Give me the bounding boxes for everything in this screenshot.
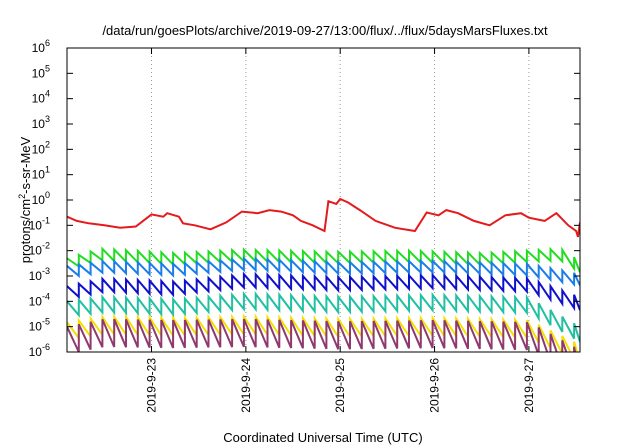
y-axis-label-sup: 2 xyxy=(17,194,27,199)
y-tick-label: 105 xyxy=(32,63,50,80)
series-layer xyxy=(67,197,580,352)
y-axis-label-tail: -s-sr-MeV xyxy=(18,136,33,193)
y-tick-label-exp: -1 xyxy=(42,215,50,225)
y-tick-label: 10-3 xyxy=(29,266,50,283)
y-tick-label-exp: -5 xyxy=(42,317,50,327)
y-tick-label-base: 10 xyxy=(32,117,46,131)
y-tick-label: 10-5 xyxy=(29,317,50,334)
y-tick-label-base: 10 xyxy=(29,244,43,258)
y-tick-label: 106 xyxy=(32,38,50,55)
y-tick-label-exp: 3 xyxy=(45,114,50,124)
x-tick-label: 2019-9-27 xyxy=(522,358,536,413)
x-tick-label: 2019-9-23 xyxy=(145,358,159,413)
y-tick-label-base: 10 xyxy=(32,92,46,106)
y-tick-label-exp: -2 xyxy=(42,241,50,251)
x-tick-label: 2019-9-24 xyxy=(239,358,253,413)
y-tick-label-base: 10 xyxy=(29,320,43,334)
y-axis-label-main: protons/cm xyxy=(18,199,33,263)
series-line-2 xyxy=(67,255,580,288)
series-line-4 xyxy=(67,290,580,343)
y-tick-label-exp: -4 xyxy=(42,291,50,301)
y-tick-label-exp: 1 xyxy=(45,165,50,175)
y-tick-label: 10-6 xyxy=(29,342,50,359)
y-tick-label-base: 10 xyxy=(29,294,43,308)
y-tick-label-exp: 4 xyxy=(45,89,50,99)
y-tick-label: 100 xyxy=(32,190,50,207)
y-tick-label: 104 xyxy=(32,89,50,106)
x-axis-ticks: 2019-9-23 2019-9-24 2019-9-25 2019-9-26 2019… xyxy=(145,48,536,413)
x-tick-label: 2019-9-25 xyxy=(333,358,347,413)
y-axis-label: protons/cm2-s-sr-MeV xyxy=(17,136,33,263)
chart-title: /data/run/goesPlots/archive/2019-09-27/1… xyxy=(102,23,548,38)
y-tick-label: 101 xyxy=(32,165,50,182)
y-tick-label-base: 10 xyxy=(32,168,46,182)
y-tick-label-base: 10 xyxy=(32,66,46,80)
y-tick-label: 10-2 xyxy=(29,241,50,258)
y-axis-ticks: 10610510410310210110010-110-210-310-410-… xyxy=(29,38,580,359)
x-axis-label: Coordinated Universal Time (UTC) xyxy=(223,430,422,445)
series-line-1 xyxy=(67,246,580,273)
y-tick-label-base: 10 xyxy=(32,142,46,156)
y-tick-label: 102 xyxy=(32,139,50,156)
y-tick-label: 103 xyxy=(32,114,50,131)
y-tick-label-exp: 0 xyxy=(45,190,50,200)
y-tick-label: 10-1 xyxy=(29,215,50,232)
y-tick-label-base: 10 xyxy=(29,218,43,232)
y-tick-label: 10-4 xyxy=(29,291,50,308)
y-tick-label-exp: 5 xyxy=(45,63,50,73)
y-tick-label-exp: -3 xyxy=(42,266,50,276)
y-tick-label-base: 10 xyxy=(29,345,43,359)
series-line-6 xyxy=(67,318,577,352)
series-line-3 xyxy=(67,271,580,312)
y-tick-label-exp: 6 xyxy=(45,38,50,48)
y-tick-label-base: 10 xyxy=(32,41,46,55)
series-line-0 xyxy=(67,197,580,238)
y-tick-label-base: 10 xyxy=(32,193,46,207)
y-tick-label-exp: -6 xyxy=(42,342,50,352)
y-tick-label-exp: 2 xyxy=(45,139,50,149)
x-tick-label: 2019-9-26 xyxy=(428,358,442,413)
y-tick-label-base: 10 xyxy=(29,269,43,283)
